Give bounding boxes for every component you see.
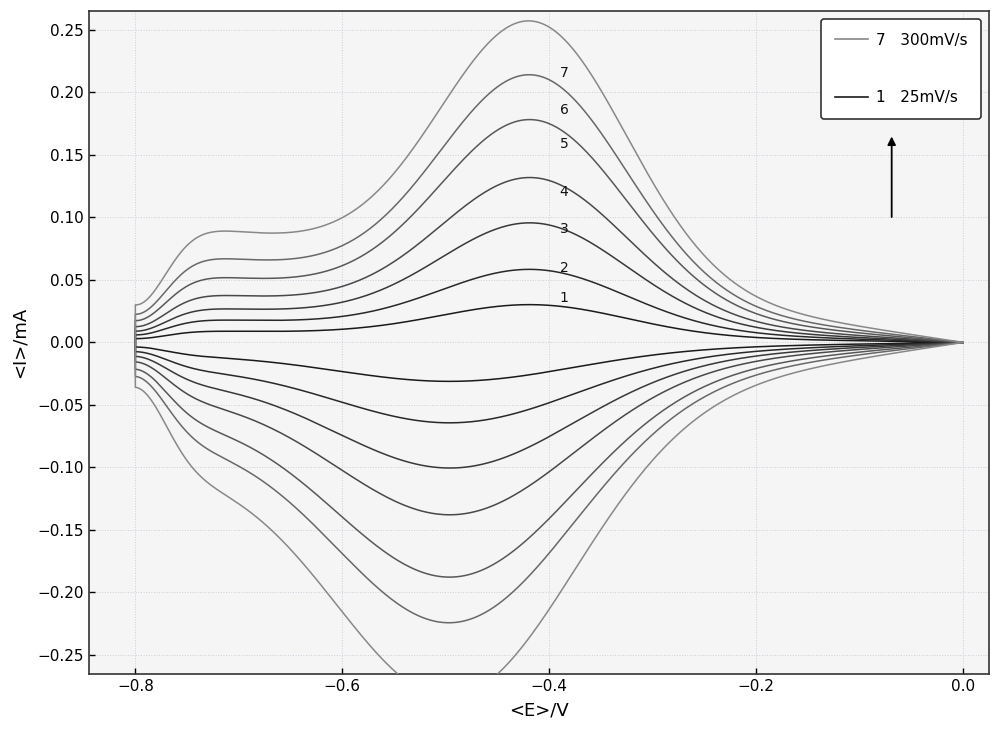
Text: 6: 6 — [560, 103, 568, 118]
Legend: 7   300mV/s, 1   25mV/s: 7 300mV/s, 1 25mV/s — [821, 19, 981, 119]
Text: 7: 7 — [560, 66, 568, 80]
Text: 4: 4 — [560, 185, 568, 199]
Y-axis label: <I>/mA: <I>/mA — [11, 307, 29, 378]
Text: 1: 1 — [560, 291, 568, 305]
Text: 2: 2 — [560, 261, 568, 275]
X-axis label: <E>/V: <E>/V — [509, 702, 569, 720]
Text: 3: 3 — [560, 222, 568, 236]
Text: 5: 5 — [560, 137, 568, 151]
